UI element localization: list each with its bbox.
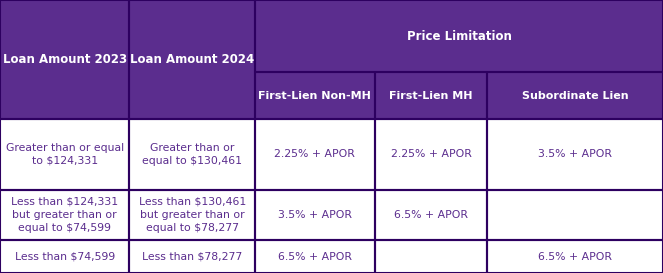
Text: Less than $74,599: Less than $74,599: [15, 252, 115, 262]
Bar: [487, 190, 663, 240]
Bar: [129, 0, 255, 119]
Text: Subordinate Lien: Subordinate Lien: [522, 91, 629, 100]
Bar: [0, 119, 129, 190]
Text: 2.25% + APOR: 2.25% + APOR: [274, 149, 355, 159]
Bar: [129, 190, 255, 240]
Bar: [487, 72, 663, 119]
Text: Loan Amount 2023: Loan Amount 2023: [3, 53, 127, 66]
Text: Loan Amount 2024: Loan Amount 2024: [130, 53, 255, 66]
Bar: [375, 72, 487, 119]
Bar: [0, 0, 129, 119]
Bar: [0, 190, 129, 240]
Bar: [255, 72, 375, 119]
Bar: [255, 0, 663, 72]
Text: 2.25% + APOR: 2.25% + APOR: [391, 149, 471, 159]
Text: 6.5% + APOR: 6.5% + APOR: [538, 252, 612, 262]
Bar: [255, 240, 375, 273]
Bar: [375, 119, 487, 190]
Bar: [0, 240, 129, 273]
Text: First-Lien Non-MH: First-Lien Non-MH: [259, 91, 371, 100]
Text: Greater than or
equal to $130,461: Greater than or equal to $130,461: [143, 143, 242, 166]
Bar: [255, 119, 375, 190]
Bar: [129, 119, 255, 190]
Text: First-Lien MH: First-Lien MH: [389, 91, 473, 100]
Text: Price Limitation: Price Limitation: [406, 30, 512, 43]
Text: Greater than or equal
to $124,331: Greater than or equal to $124,331: [5, 143, 124, 166]
Text: Less than $124,331
but greater than or
equal to $74,599: Less than $124,331 but greater than or e…: [11, 197, 118, 233]
Bar: [375, 190, 487, 240]
Text: 6.5% + APOR: 6.5% + APOR: [394, 210, 468, 220]
Bar: [129, 240, 255, 273]
Bar: [487, 119, 663, 190]
Text: 3.5% + APOR: 3.5% + APOR: [538, 149, 612, 159]
Text: 3.5% + APOR: 3.5% + APOR: [278, 210, 352, 220]
Text: Less than $78,277: Less than $78,277: [142, 252, 243, 262]
Bar: [487, 240, 663, 273]
Bar: [375, 240, 487, 273]
Text: Less than $130,461
but greater than or
equal to $78,277: Less than $130,461 but greater than or e…: [139, 197, 246, 233]
Text: 6.5% + APOR: 6.5% + APOR: [278, 252, 352, 262]
Bar: [255, 190, 375, 240]
